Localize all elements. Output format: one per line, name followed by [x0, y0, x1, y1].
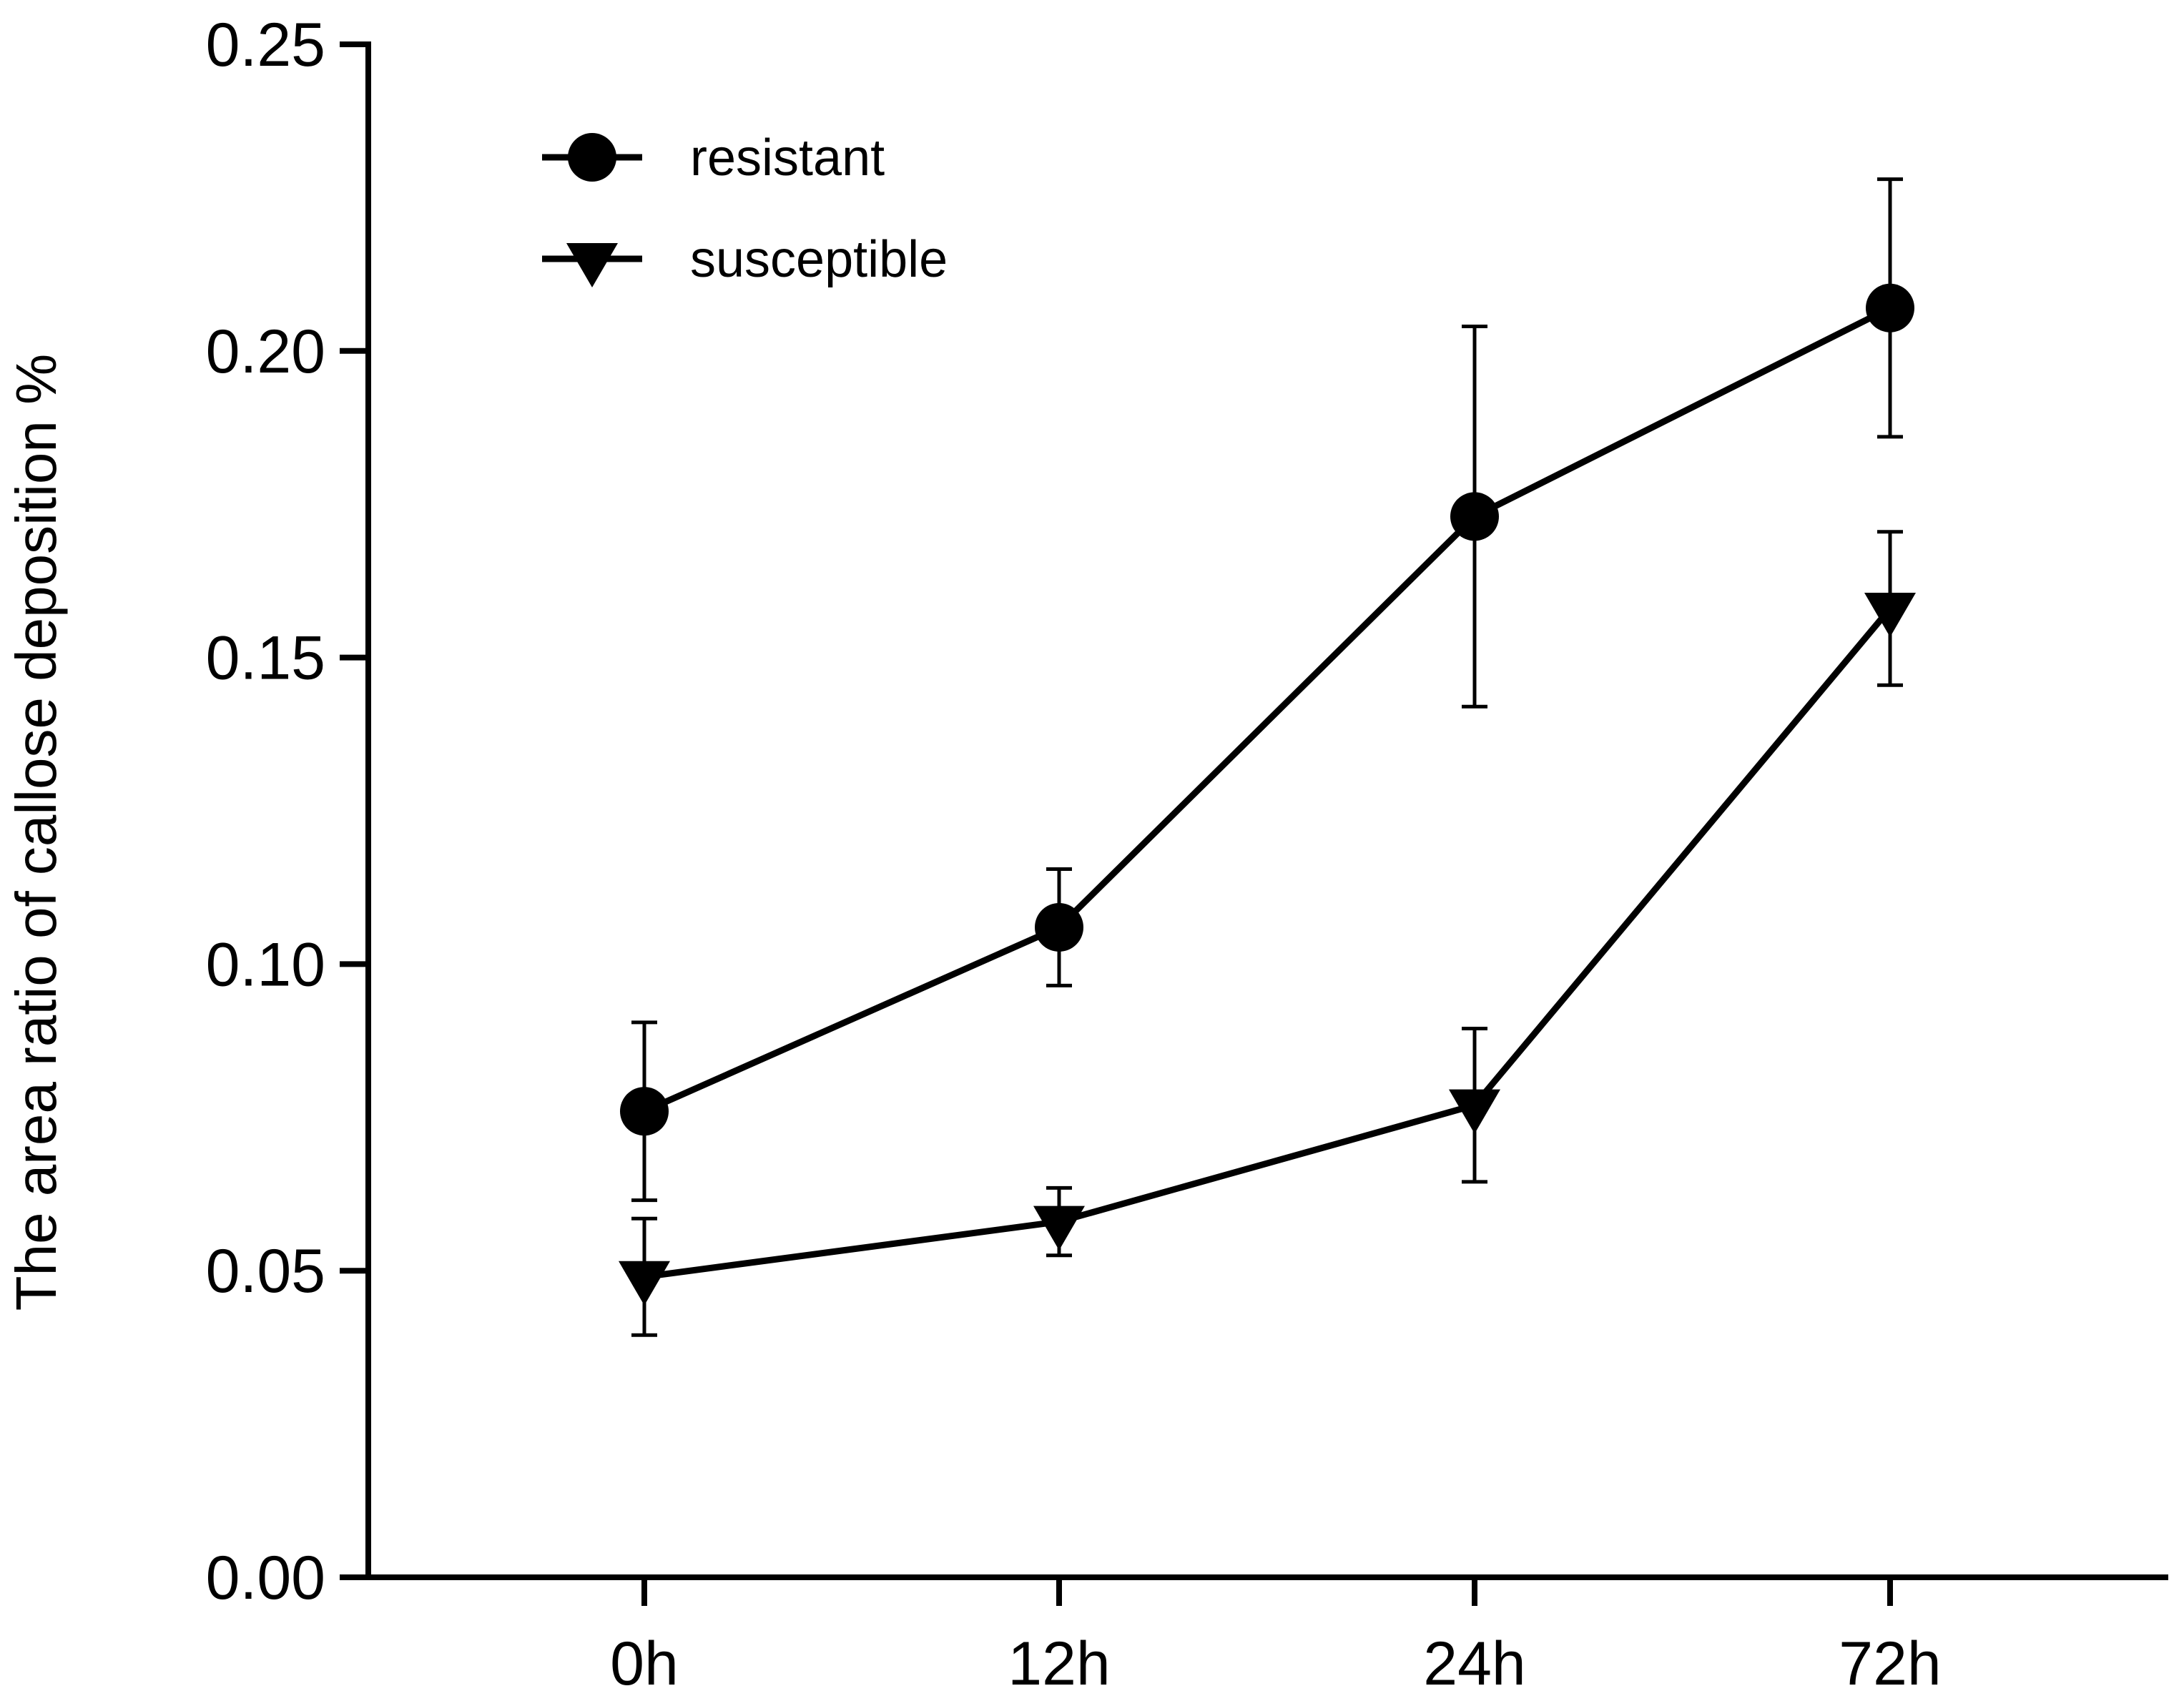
series-line [644, 606, 1893, 1281]
series-line [643, 305, 1892, 1115]
data-point [1450, 492, 1499, 541]
legend-item: susceptible [542, 231, 948, 288]
data-point [1864, 592, 1916, 637]
y-axis-ticks: 0.00 0.05 0.10 0.15 0.20 0.25 [206, 11, 368, 1612]
data-point [1449, 1089, 1500, 1134]
series-susceptible [619, 530, 1916, 1337]
legend-label: susceptible [690, 231, 948, 288]
legend-label: resistant [690, 129, 885, 187]
legend-item: resistant [542, 129, 885, 187]
y-tick-label: 0.20 [206, 317, 325, 386]
x-tick-label: 24h [1423, 1630, 1526, 1696]
series-resistant [620, 177, 1914, 1203]
legend-marker [566, 243, 618, 287]
y-tick-label: 0.15 [206, 624, 325, 693]
y-tick-label: 0.00 [206, 1544, 325, 1612]
x-tick-label: 72h [1839, 1630, 1942, 1696]
x-axis-ticks: 0h 12h 24h 72h [610, 1577, 1942, 1696]
y-tick-label: 0.10 [206, 930, 325, 999]
y-tick-label: 0.05 [206, 1237, 325, 1306]
y-axis-title: The area ratio of callose deposition % [4, 354, 68, 1311]
x-tick-label: 0h [610, 1630, 679, 1696]
data-point [1033, 1206, 1085, 1251]
data-point [1035, 902, 1083, 952]
data-point [619, 1261, 670, 1306]
legend-marker [568, 133, 616, 182]
y-tick-label: 0.25 [206, 11, 325, 79]
data-point [620, 1087, 669, 1136]
axes [365, 41, 2168, 1580]
plot-series [619, 177, 1916, 1337]
data-point [1866, 283, 1914, 332]
legend: resistant susceptible [542, 129, 948, 288]
x-tick-label: 12h [1008, 1630, 1111, 1696]
